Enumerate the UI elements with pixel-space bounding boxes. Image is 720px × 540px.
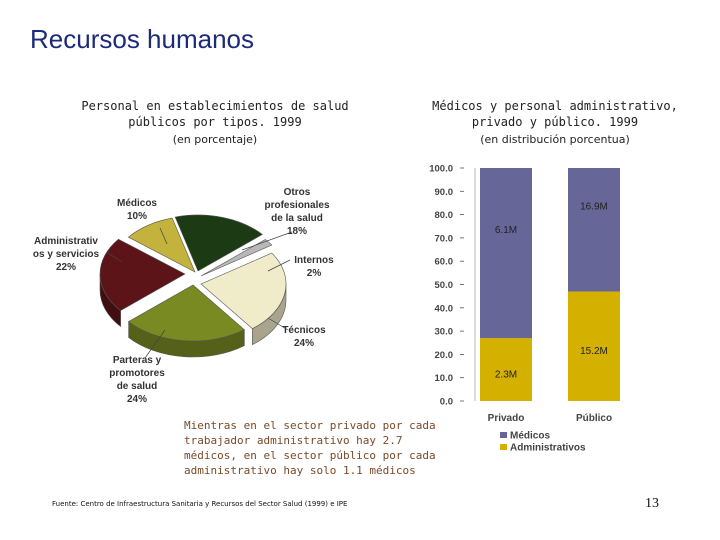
pie-label-line: 18% <box>286 226 307 237</box>
y-tick-label: 80.0 <box>435 210 454 221</box>
pie-label-line: 24% <box>126 394 147 405</box>
bar-chart-title: Médicos y personal administrativo, priva… <box>432 99 678 129</box>
y-tick-label: 100.0 <box>429 164 453 175</box>
pie-slice <box>99 238 186 311</box>
pie-label-line: Administrativ <box>34 236 98 247</box>
pie-label-line: Médicos <box>116 198 157 209</box>
bar-segment <box>480 168 532 339</box>
bar-data-label: 16.9M <box>580 202 608 213</box>
bar-segment <box>568 291 620 401</box>
bar-data-label: 2.3M <box>495 370 517 381</box>
pie-label: Técnicos 24% <box>272 324 336 350</box>
pie-label-line: Otros <box>283 187 311 198</box>
legend-swatch <box>500 432 507 438</box>
x-category-label: Privado <box>488 413 525 424</box>
bar-data-label: 15.2M <box>580 346 608 357</box>
pie-slice <box>174 214 263 272</box>
bar-chart: 0.0 10.0 20.0 30.0 40.0 50.0 60.0 70.0 80.0 90.0 1… <box>429 164 620 454</box>
y-tick-label: 40.0 <box>435 303 454 314</box>
pie-leader-line <box>107 252 123 263</box>
pie-slice <box>200 252 287 329</box>
pie-label-line: de salud <box>116 381 158 392</box>
pie-label: Médicos 10% <box>105 197 169 223</box>
pie-leader-line <box>267 317 289 331</box>
y-tick-label: 10.0 <box>435 373 454 384</box>
pie-label-line: 24% <box>293 338 314 349</box>
y-tick-label: 0.0 <box>440 397 453 408</box>
source-note: Fuente: Centro de Infraestructura Sanita… <box>52 500 348 508</box>
y-tick-label: 90.0 <box>435 187 454 198</box>
legend-label: Médicos <box>510 431 550 442</box>
legend-swatch <box>500 444 507 450</box>
pie-leader-line <box>267 259 291 272</box>
pie-label-line: 2% <box>306 268 322 279</box>
bar-segment <box>568 168 620 292</box>
y-tick-label: 20.0 <box>435 350 454 361</box>
pie-label: Internos 2% <box>282 254 346 280</box>
bar-chart-subtitle: (en distribución porcentua) <box>480 133 630 146</box>
pie-label: Administrativ os y servicios 22% <box>26 235 106 274</box>
bar-data-label: 6.1M <box>495 225 517 236</box>
y-tick-label: 70.0 <box>435 233 454 244</box>
x-category-label: Público <box>576 413 612 424</box>
pie-leader-line <box>241 231 293 251</box>
pie-label-line: Parteras y <box>112 355 162 366</box>
pie-slice <box>127 217 196 273</box>
pie-label-line: promotores <box>109 368 165 379</box>
legend-label: Administrativos <box>510 443 586 454</box>
pie-chart-title: Personal en establecimientos de salud pú… <box>81 99 349 129</box>
pie-slice <box>200 239 273 277</box>
pie-leader-line <box>144 329 166 359</box>
pie-label-line: de la salud <box>271 213 323 224</box>
pie-label-line: os y servicios <box>32 249 100 260</box>
summary-note: Mientras en el sector privado por cada t… <box>184 419 436 477</box>
y-tick-label: 50.0 <box>435 280 454 291</box>
pie-chart-subtitle: (en porcentaje) <box>172 133 258 146</box>
page-title: Recursos humanos <box>30 24 254 54</box>
pie-label: Otros profesionales de la salud 18% <box>250 186 344 238</box>
pie-chart <box>99 214 293 359</box>
y-tick-label: 60.0 <box>435 257 454 268</box>
pie-label: Parteras y promotores de salud 24% <box>98 354 176 406</box>
page-number: 13 <box>645 496 659 511</box>
bar-segment <box>480 338 532 401</box>
y-tick-label: 30.0 <box>435 327 454 338</box>
pie-leader-line <box>159 227 168 245</box>
pie-label-line: 10% <box>126 211 147 222</box>
pie-slice <box>128 284 245 342</box>
pie-label-line: profesionales <box>264 200 330 211</box>
pie-label-line: 22% <box>55 262 76 273</box>
pie-label-line: Internos <box>294 255 334 266</box>
pie-label-line: Técnicos <box>282 325 326 336</box>
